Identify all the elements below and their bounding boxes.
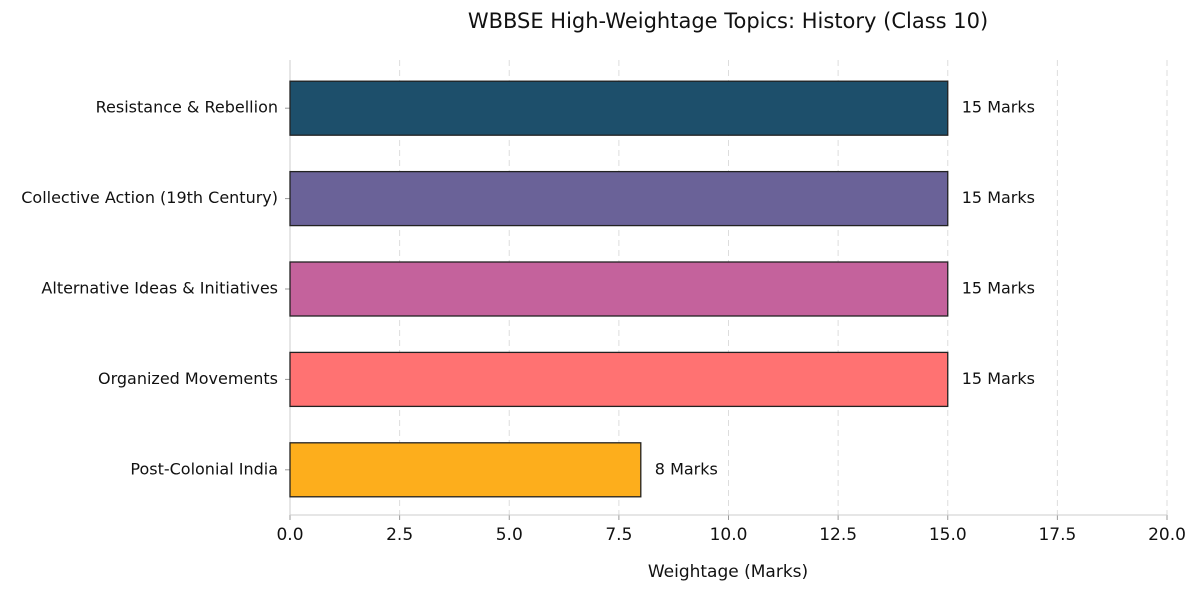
x-tick-label: 10.0 [710, 525, 748, 545]
y-tick-label: Post-Colonial India [130, 459, 278, 478]
data-label: 15 Marks [962, 98, 1035, 117]
x-tick-label: 20.0 [1148, 525, 1186, 545]
bar [289, 80, 949, 136]
x-axis-label: Weightage (Marks) [648, 562, 808, 582]
data-label: 15 Marks [962, 188, 1035, 207]
x-tick-label: 7.5 [605, 525, 632, 545]
y-tick-label: Collective Action (19th Century) [21, 188, 278, 207]
bar [289, 170, 949, 227]
x-tick-label: 12.5 [819, 525, 857, 545]
y-tick-label: Resistance & Rebellion [96, 98, 278, 117]
bar [289, 351, 949, 408]
bar [289, 442, 642, 498]
x-tick-label: 5.0 [496, 525, 523, 545]
chart-title: WBBSE High-Weightage Topics: History (Cl… [468, 9, 988, 33]
y-tick-label: Organized Movements [98, 369, 278, 388]
x-tick-label: 17.5 [1038, 525, 1076, 545]
data-label: 15 Marks [962, 369, 1035, 388]
x-tick-label: 2.5 [386, 525, 413, 545]
y-tick-label: Alternative Ideas & Initiatives [41, 279, 278, 298]
x-tick-label: 0.0 [276, 525, 303, 545]
x-tick-label: 15.0 [929, 525, 967, 545]
bar [289, 261, 949, 317]
data-label: 8 Marks [655, 459, 718, 478]
data-label: 15 Marks [962, 279, 1035, 298]
